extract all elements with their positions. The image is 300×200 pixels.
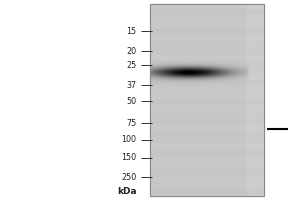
- Text: 250: 250: [121, 172, 136, 182]
- Text: kDa: kDa: [117, 188, 136, 196]
- Text: 20: 20: [126, 46, 136, 55]
- Text: 150: 150: [122, 154, 136, 162]
- Text: 50: 50: [126, 97, 136, 106]
- Bar: [150, 4, 264, 196]
- Text: 75: 75: [126, 118, 136, 128]
- Text: 100: 100: [122, 136, 136, 144]
- Text: 37: 37: [126, 81, 136, 90]
- Text: 15: 15: [126, 26, 136, 36]
- Bar: [150, 4, 264, 196]
- Text: 25: 25: [126, 60, 136, 70]
